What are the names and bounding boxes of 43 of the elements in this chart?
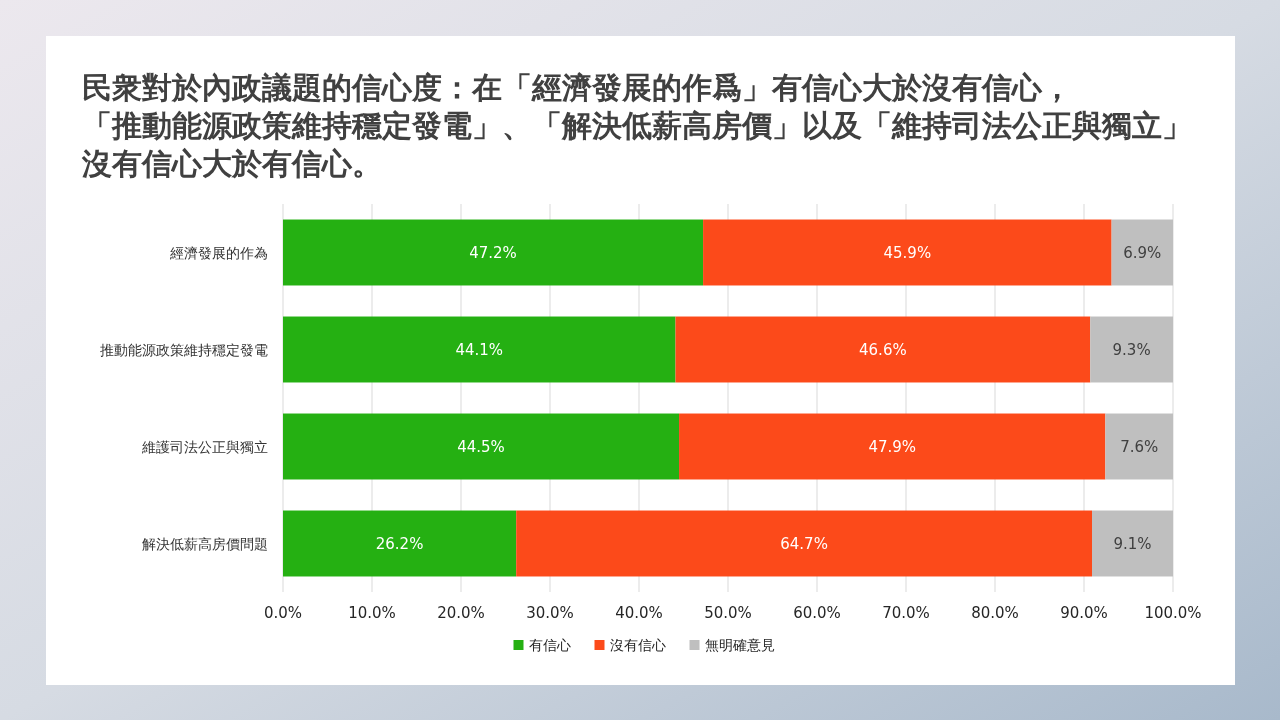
y-tick-label: 經濟發展的作為 — [169, 244, 268, 261]
x-tick-label: 40.0% — [615, 604, 663, 622]
bar — [1092, 510, 1173, 577]
data-label: 64.7% — [780, 534, 828, 553]
data-label: 9.1% — [1113, 534, 1152, 553]
bar — [1090, 316, 1173, 383]
data-label: 47.9% — [868, 437, 917, 456]
data-label: 26.2% — [375, 534, 424, 553]
chart-title: 民衆對於內政議題的信心度：在「經濟發展的作爲」有信心大於沒有信心，「推動能源政策維持穩定發電」、「解決低薪高房價」以及「維持司法公正與獨立」沒有信心大於有信心。 — [81, 70, 1192, 181]
x-tick-label: 10.0% — [348, 604, 396, 622]
bar — [679, 413, 1106, 480]
data-label: 45.9% — [883, 243, 932, 262]
bar — [1105, 413, 1173, 480]
bar — [1111, 219, 1173, 286]
data-label: 7.6% — [1120, 437, 1159, 456]
data-label: 9.3% — [1112, 340, 1151, 359]
x-tick-label: 0.0% — [263, 604, 303, 622]
y-tick-label: 維護司法公正與獨立 — [141, 438, 268, 455]
x-tick-label: 100.0% — [1144, 604, 1202, 622]
x-tick-label: 20.0% — [437, 604, 485, 622]
y-tick-label: 推動能源政策維持穩定發電 — [100, 341, 268, 358]
bar — [283, 219, 704, 286]
y-tick-label: 解決低薪高房價問題 — [142, 535, 268, 552]
bar — [283, 413, 680, 480]
bar — [283, 316, 676, 383]
bar — [516, 510, 1093, 577]
bar — [283, 510, 517, 577]
data-label: 47.2% — [469, 243, 517, 262]
bar — [675, 316, 1091, 383]
x-tick-label: 90.0% — [1060, 604, 1108, 622]
x-tick-label: 60.0% — [793, 604, 841, 622]
legend-label: 無明確意見 — [704, 637, 775, 653]
bar — [703, 219, 1112, 286]
x-tick-label: 70.0% — [882, 604, 930, 622]
data-label: 46.6% — [859, 340, 907, 359]
x-tick-label: 30.0% — [526, 604, 574, 622]
legend-label: 沒有信心 — [609, 637, 666, 653]
x-tick-label: 80.0% — [971, 604, 1019, 622]
legend-label: 有信心 — [528, 637, 571, 653]
data-label: 6.9% — [1123, 243, 1162, 262]
data-label: 44.5% — [457, 437, 505, 456]
data-label: 44.1% — [455, 340, 504, 359]
x-tick-label: 50.0% — [704, 604, 752, 622]
